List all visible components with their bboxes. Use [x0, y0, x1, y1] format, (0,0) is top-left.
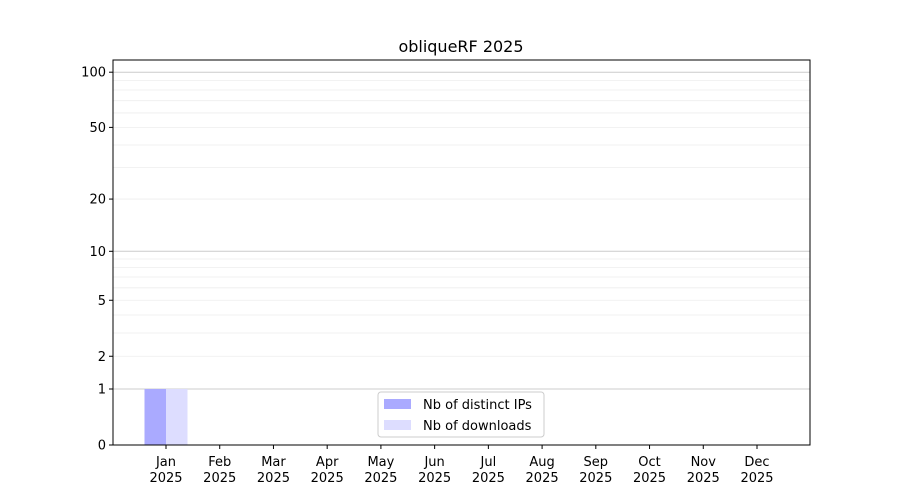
chart-title: obliqueRF 2025: [398, 37, 523, 56]
x-tick-label: Oct: [638, 455, 660, 470]
x-tick-label: 2025: [579, 471, 612, 486]
bar-distinct-ips: [144, 389, 166, 445]
x-tick-label: Feb: [208, 455, 231, 470]
bar-downloads: [166, 389, 188, 445]
x-tick-label: Mar: [261, 455, 286, 470]
y-tick-label: 0: [98, 439, 106, 454]
x-tick-label: 2025: [687, 471, 720, 486]
legend-swatch-downloads: [384, 420, 411, 430]
y-tick-label: 50: [89, 121, 106, 136]
x-tick-label: 2025: [472, 471, 505, 486]
x-tick-label: 2025: [740, 471, 773, 486]
y-tick-label: 10: [89, 245, 106, 260]
legend: Nb of distinct IPs Nb of downloads: [377, 391, 545, 438]
y-tick-label: 2: [98, 350, 106, 365]
x-tick-label: 2025: [418, 471, 451, 486]
y-tick-label: 1: [98, 383, 106, 398]
x-tick-label: 2025: [257, 471, 290, 486]
legend-label-ips: Nb of distinct IPs: [423, 398, 532, 413]
legend-swatch-ips: [384, 399, 411, 409]
x-tick-label: Apr: [316, 455, 339, 470]
y-tick-label: 5: [98, 294, 106, 309]
x-tick-label: Jan: [155, 455, 176, 470]
plot-frame: [112, 59, 811, 446]
x-tick-label: Jun: [423, 455, 444, 470]
y-tick-label: 100: [81, 66, 106, 81]
x-tick-label: 2025: [311, 471, 344, 486]
x-tick-label: 2025: [633, 471, 666, 486]
x-tick-label: Nov: [691, 455, 717, 470]
x-tick-label: May: [367, 455, 394, 470]
x-tick-label: 2025: [364, 471, 397, 486]
x-tick-label: Sep: [584, 455, 609, 470]
x-tick-label: 2025: [203, 471, 236, 486]
x-tick-label: Dec: [744, 455, 769, 470]
x-tick-label: 2025: [149, 471, 182, 486]
x-tick-label: Aug: [529, 455, 554, 470]
y-tick-label: 20: [89, 193, 106, 208]
x-tick-label: 2025: [526, 471, 559, 486]
legend-box: [377, 391, 545, 438]
x-tick-label: Jul: [480, 455, 497, 470]
legend-label-downloads: Nb of downloads: [423, 419, 532, 434]
